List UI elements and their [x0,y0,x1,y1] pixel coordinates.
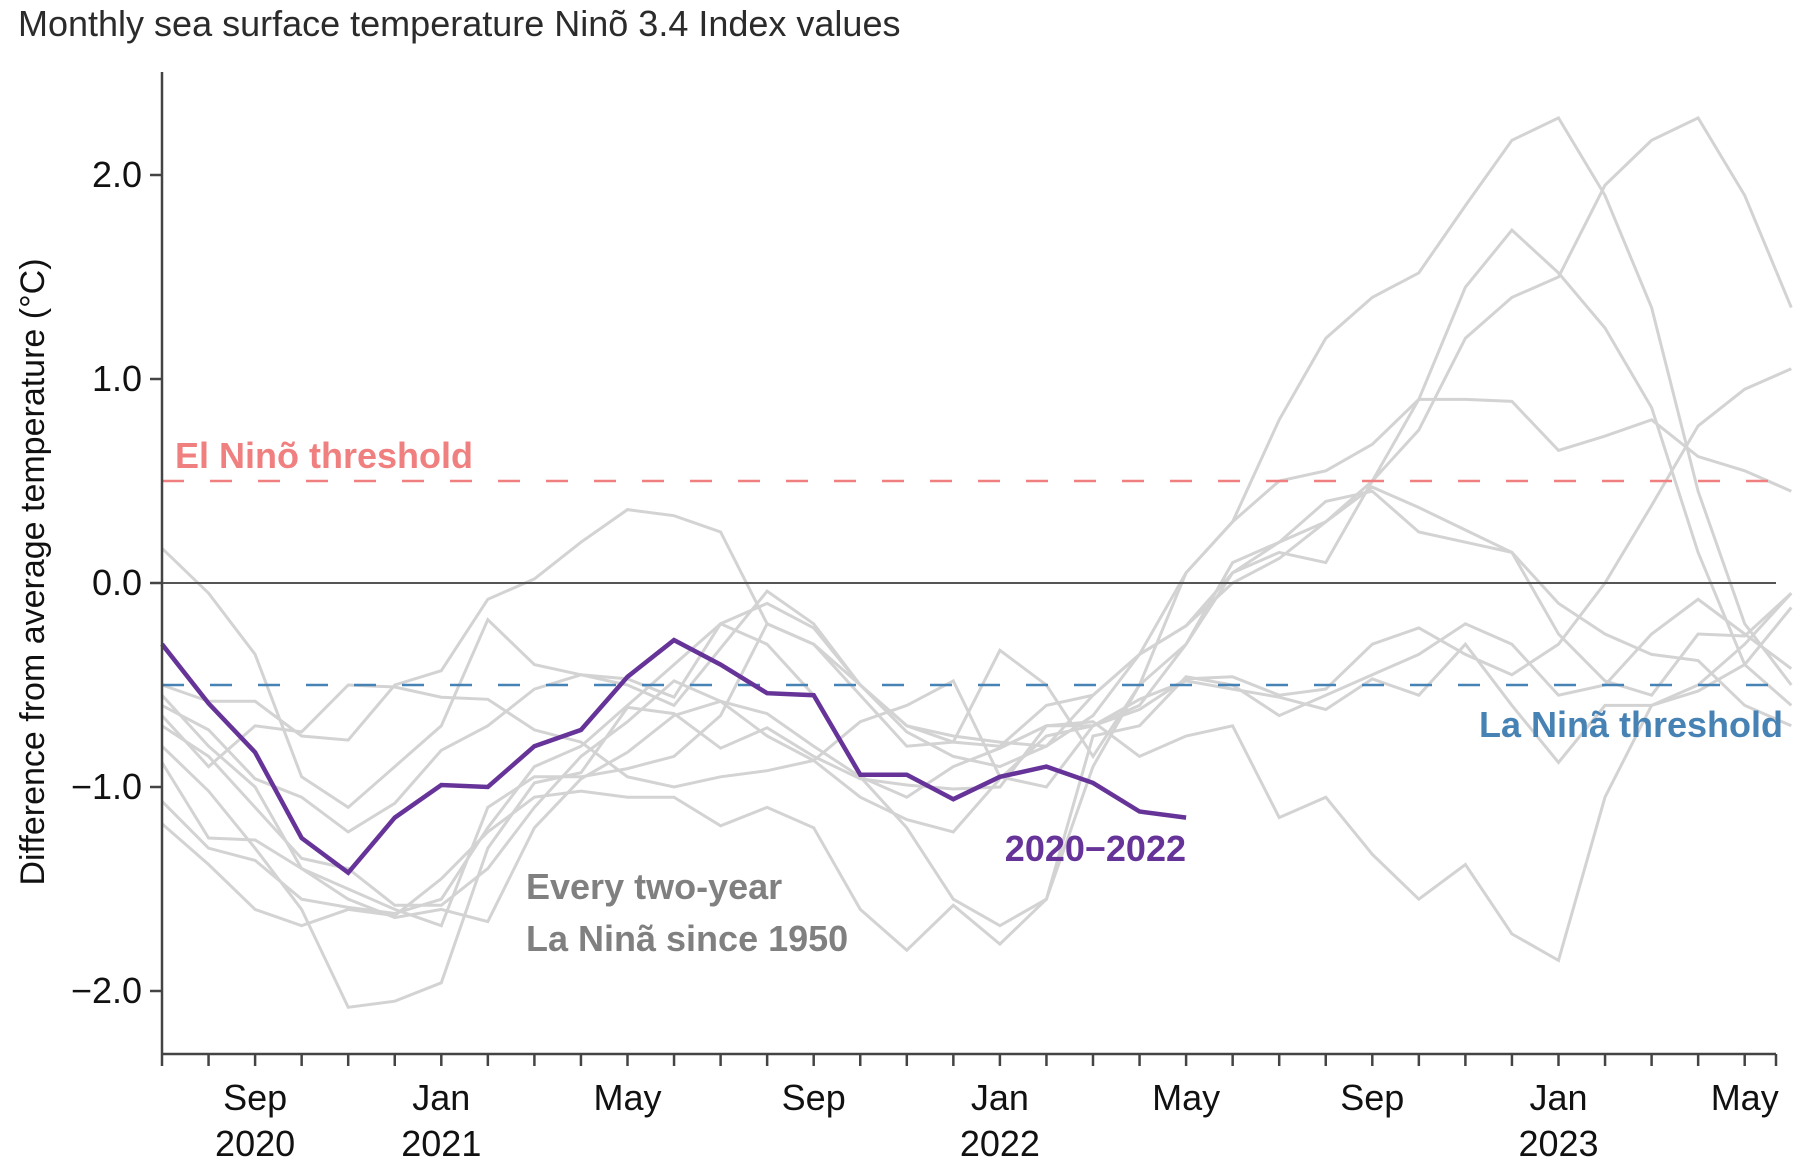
y-tick-label: −2.0 [71,970,142,1011]
background-series-line [161,367,1792,907]
background-series-group [160,115,1793,1009]
background-series-line [160,489,1792,928]
background-series-line [161,115,1793,953]
y-tick-label: 0.0 [92,562,142,603]
x-tick-label-month: Jan [412,1077,470,1118]
el-nino-threshold-label: El Ninõ threshold [175,435,473,476]
background-series-line [160,227,1793,789]
background-series-label-line2: La Ninã since 1950 [526,918,848,959]
x-tick-label-month: Sep [782,1077,846,1118]
x-axis: Sep 2020 Jan 2021 May Sep Jan 2022 May Sep Jan 2023… [160,1052,1779,1164]
y-tick-label: 2.0 [92,154,142,195]
y-axis-label: Difference from average temperature (°C) [14,258,52,885]
y-tick-label: 1.0 [92,358,142,399]
chart-title: Monthly sea surface temperature Ninõ 3.4… [18,3,900,44]
x-tick-label-month: May [1152,1077,1220,1118]
x-tick-label-month: Sep [223,1077,287,1118]
x-tick-label-year: 2020 [215,1123,295,1164]
x-tick-label-year: 2023 [1518,1123,1598,1164]
background-series-line [161,485,1793,760]
background-series-line [161,397,1792,834]
highlight-series-line [160,637,1187,876]
highlight-series-label: 2020−2022 [1005,828,1186,869]
background-series-label-line1: Every two-year [526,866,782,907]
la-nina-threshold-label: La Ninã threshold [1479,704,1783,745]
x-tick-label-month: Sep [1340,1077,1404,1118]
background-series-line [160,547,1793,928]
background-series-line [160,115,1793,916]
x-tick-label-year: 2022 [960,1123,1040,1164]
x-tick-label-month: May [1711,1077,1779,1118]
x-tick-label-year: 2021 [401,1123,481,1164]
y-tick-label: −1.0 [71,766,142,807]
x-tick-label-month: Jan [971,1077,1029,1118]
y-axis: 2.0 1.0 0.0 −1.0 −2.0 [71,72,164,1054]
x-tick-label-month: May [593,1077,661,1118]
background-series-line [160,592,1793,924]
x-tick-label-month: Jan [1529,1077,1587,1118]
